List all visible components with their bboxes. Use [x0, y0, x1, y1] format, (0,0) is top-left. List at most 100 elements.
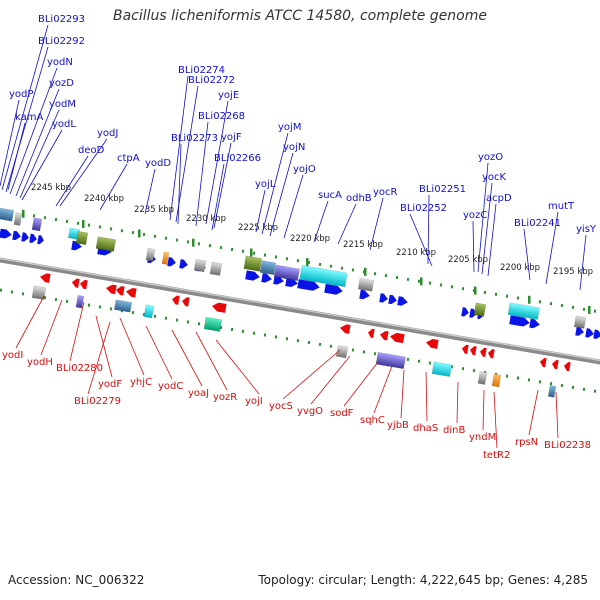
scale-label: 2200 kbp	[500, 263, 540, 273]
forward-gene-arrow	[261, 273, 272, 283]
scale-tick	[571, 385, 575, 390]
scale-tick	[560, 303, 564, 308]
forward-feature-box	[31, 217, 43, 232]
forward-gene-label: BLi02274	[178, 65, 225, 76]
scale-tick	[285, 337, 289, 341]
reverse-gene-arrow	[426, 338, 439, 349]
scale-label: 2245 kbp	[31, 183, 71, 193]
forward-gene-arrow	[179, 259, 188, 269]
forward-gene-label: acpD	[486, 193, 512, 204]
forward-gene-arrow	[0, 228, 12, 239]
reverse-feature-box	[143, 304, 155, 319]
forward-gene-arrow	[388, 294, 397, 305]
scale-tick	[285, 257, 289, 261]
forward-leader-line	[283, 174, 304, 239]
scale-tick	[274, 335, 278, 339]
forward-gene-label: kamA	[15, 112, 43, 123]
forward-leader-line	[169, 75, 189, 221]
scale-tick	[472, 368, 476, 373]
forward-leader-line	[7, 122, 26, 191]
scale-tick	[131, 310, 135, 315]
forward-gene-arrow	[461, 307, 469, 317]
scale-tick	[120, 229, 124, 233]
forward-feature-box	[95, 236, 117, 252]
reverse-leader-line	[282, 349, 341, 400]
reverse-gene-arrow	[368, 328, 375, 339]
reverse-leader-line	[343, 361, 379, 407]
forward-leader-line	[545, 211, 559, 285]
scale-tick	[505, 374, 509, 378]
forward-leader-line	[99, 163, 128, 211]
scale-tick	[54, 297, 58, 302]
scale-tick	[43, 296, 47, 300]
reverse-leader-line	[215, 339, 260, 395]
forward-gene-label: yodP	[9, 89, 33, 100]
reverse-leader-line	[15, 295, 45, 349]
reverse-gene-label: BLi02279	[74, 396, 121, 407]
scale-tick	[593, 309, 597, 313]
scale-tick	[175, 238, 179, 242]
forward-leader-line	[337, 203, 357, 245]
forward-gene-arrow	[12, 230, 21, 241]
scale-major-tick	[22, 209, 25, 218]
reverse-gene-arrow	[390, 332, 405, 344]
forward-gene-arrow	[324, 283, 343, 295]
forward-leader-line	[579, 234, 587, 291]
reverse-leader-line	[400, 369, 405, 419]
forward-gene-label: yozO	[478, 152, 503, 163]
reverse-gene-arrow	[182, 297, 190, 307]
scale-tick	[373, 272, 377, 276]
reverse-gene-label: sodF	[330, 408, 354, 419]
scale-tick	[274, 255, 278, 259]
reverse-gene-label: yhjC	[130, 377, 152, 388]
reverse-feature-box	[547, 385, 557, 398]
scale-tick	[252, 251, 256, 255]
scale-tick	[87, 303, 91, 307]
forward-leader-line	[205, 100, 229, 225]
scale-tick	[0, 288, 3, 292]
reverse-gene-arrow	[488, 349, 495, 359]
reverse-leader-line	[119, 317, 145, 376]
forward-gene-label: BLi02293	[38, 14, 85, 25]
scale-tick	[87, 223, 91, 227]
reverse-feature-box	[491, 373, 502, 388]
reverse-leader-line	[528, 389, 539, 436]
reverse-gene-arrow	[462, 344, 469, 354]
reverse-gene-arrow	[552, 360, 559, 370]
forward-gene-arrow	[469, 308, 477, 318]
scale-tick	[153, 314, 157, 318]
reverse-gene-label: tetR2	[483, 450, 510, 461]
forward-gene-label: yodN	[47, 57, 73, 68]
forward-gene-label: BLi02268	[198, 111, 245, 122]
reverse-feature-box	[335, 345, 349, 359]
scale-tick	[10, 290, 14, 294]
forward-leader-line	[144, 168, 156, 215]
forward-gene-arrow	[593, 329, 600, 339]
forward-gene-label: yodL	[52, 119, 76, 130]
reverse-leader-line	[195, 331, 228, 391]
reverse-leader-line	[482, 389, 485, 431]
forward-feature-box	[145, 247, 156, 262]
reverse-feature-box	[75, 294, 85, 309]
forward-gene-label: BLi02251	[419, 184, 466, 195]
forward-feature-box	[75, 230, 89, 246]
forward-gene-label: yozC	[463, 210, 487, 221]
forward-gene-label: deoD	[78, 145, 105, 156]
forward-leader-line	[177, 143, 182, 225]
forward-leader-line	[1, 24, 49, 191]
scale-tick	[538, 300, 542, 304]
forward-gene-arrow	[297, 279, 320, 291]
forward-gene-label: yozD	[49, 78, 74, 89]
scale-tick	[417, 359, 421, 363]
reverse-gene-arrow	[40, 273, 51, 283]
reverse-gene-arrow	[340, 324, 351, 334]
forward-gene-label: BLi02292	[38, 36, 85, 47]
reverse-leader-line	[310, 355, 351, 405]
scale-tick	[384, 273, 388, 278]
scale-tick	[54, 217, 58, 222]
scale-tick	[329, 344, 333, 348]
scale-tick	[516, 296, 520, 300]
forward-leader-line	[213, 142, 232, 229]
reverse-gene-arrow	[212, 302, 227, 313]
forward-gene-label: yocK	[482, 172, 507, 183]
